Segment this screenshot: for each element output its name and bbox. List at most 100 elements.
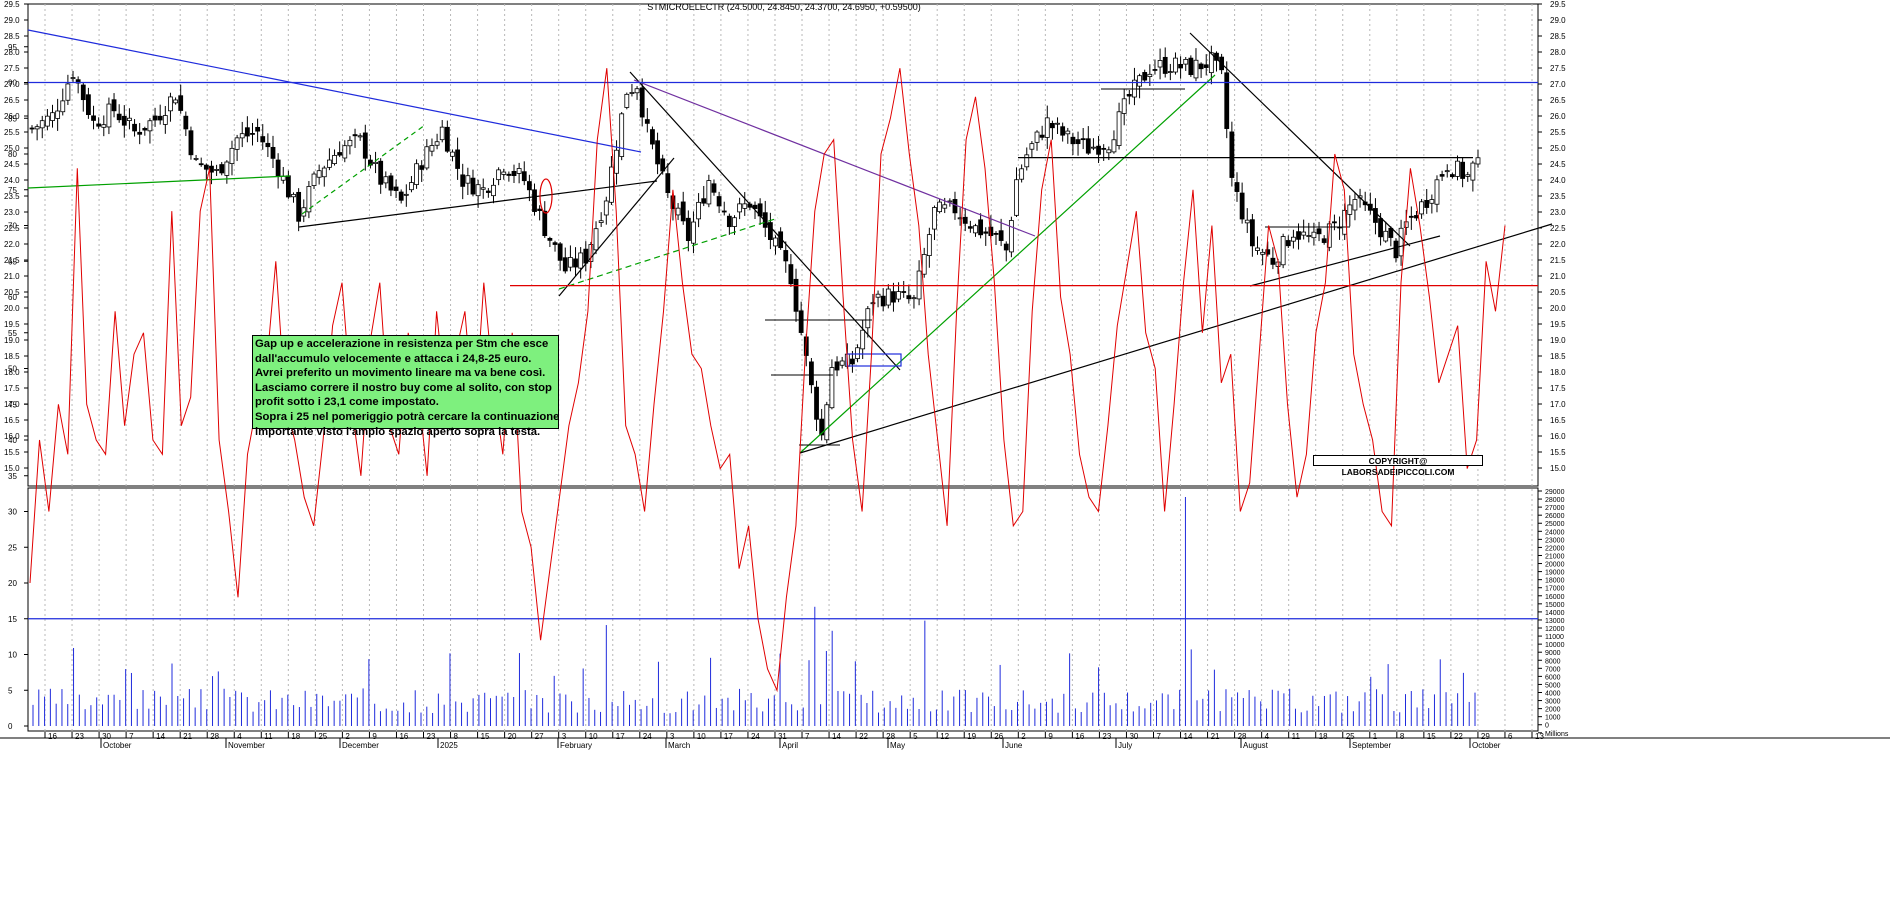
candle-body [198,163,204,166]
candle-body [680,201,686,222]
candle-body [34,126,40,130]
candle-body [496,169,502,181]
volume-y-tick: 9000 [1545,650,1561,657]
candle-body [978,219,984,236]
candle-body [1434,179,1440,205]
candle-body [1224,72,1230,129]
candle-body [1470,162,1476,181]
candle-body [1070,136,1076,145]
price-y-tick-left: 19.0 [4,336,20,345]
volume-y-tick: 25000 [1545,521,1565,528]
candle-body [650,129,655,145]
oscillator-panel-frame [27,487,1539,732]
candle-body [1034,131,1040,143]
candle-body [1285,240,1291,247]
candle-body [609,166,614,203]
candle-body [1044,117,1050,138]
price-y-tick-left: 20.5 [4,288,20,297]
x-tick-label: 16 [1075,732,1084,741]
x-tick-label: 19 [967,732,976,741]
candle-body [880,295,886,307]
price-y-tick-right: 29.5 [1550,0,1566,9]
candle-body [562,257,568,272]
candle-body [332,155,337,164]
black-trendline [298,180,658,228]
annotation-line: profit sotto i 23,1 come impostato. [255,396,439,409]
price-y-tick-left: 25.5 [4,128,20,137]
volume-y-tick: 2000 [1545,707,1561,714]
volume-y-tick: 5000 [1545,682,1561,689]
candle-body [1249,219,1255,247]
price-y-tick-right: 29.0 [1550,16,1566,25]
volume-y-tick: 11000 [1545,634,1564,641]
candle-body [1291,236,1296,242]
candle-body [270,146,276,159]
x-tick-label: 9 [372,732,377,741]
candle-body [409,182,414,191]
candle-body [419,165,425,170]
osc-y-tick: 95 [8,43,17,52]
x-tick-label: 25 [318,732,327,741]
candle-body [91,115,96,121]
candle-body [634,88,640,94]
candle-body [573,258,578,268]
price-y-tick-right: 22.0 [1550,240,1566,249]
price-y-tick-right: 17.0 [1550,400,1566,409]
x-tick-label: 24 [751,732,760,741]
candle-body [1208,52,1214,74]
candle-body [701,198,707,204]
candle-body [1116,111,1122,146]
candle-body [383,176,389,184]
candle-body [896,291,901,300]
volume-y-tick: 14000 [1545,610,1565,617]
osc-y-tick: 35 [8,472,17,481]
x-tick-label: 20 [508,732,517,741]
candle-body [998,230,1004,241]
x-tick-label: 16 [399,732,408,741]
price-y-tick-left: 26.5 [4,96,20,105]
candle-body [1301,231,1307,236]
month-label: December [342,741,379,750]
x-tick-label: 28 [1238,732,1247,741]
candle-body [691,221,696,244]
candle-body [1311,231,1317,239]
candle-body [865,308,871,329]
candle-body [70,77,76,79]
osc-y-tick: 85 [8,114,17,123]
candle-body [475,184,481,197]
candle-body [260,136,266,143]
price-y-tick-right: 18.5 [1550,352,1566,361]
candle-body [885,288,891,306]
candle-body [721,210,727,213]
candle-body [29,127,35,130]
candle-body [485,190,491,193]
candle-body [152,115,158,121]
x-tick-label: 29 [1481,732,1490,741]
candle-body [516,168,522,174]
candle-body [932,207,937,230]
month-label: September [1352,741,1391,750]
oscillator-line [29,68,1506,693]
osc-y-tick: 0 [8,722,13,731]
candle-body [1373,208,1378,223]
x-tick-label: 9 [1048,732,1053,741]
price-y-tick-right: 15.0 [1550,464,1566,473]
osc-y-tick: 75 [8,186,17,195]
candle-body [403,193,409,196]
candle-body [1234,182,1240,192]
x-tick-label: 23 [1102,732,1111,741]
volume-y-tick: 28000 [1545,497,1565,504]
x-tick-label: 22 [1454,732,1463,741]
candle-body [1111,139,1117,153]
candle-body [557,243,563,261]
candle-body [762,212,768,228]
candle-body [670,195,676,209]
candle-body [1080,138,1086,141]
candle-body [188,130,194,156]
candle-body [942,204,948,209]
x-tick-label: 26 [994,732,1003,741]
candle-body [203,164,209,170]
x-tick-label: 21 [183,732,192,741]
candle-body [311,173,317,186]
candle-body [414,163,419,185]
